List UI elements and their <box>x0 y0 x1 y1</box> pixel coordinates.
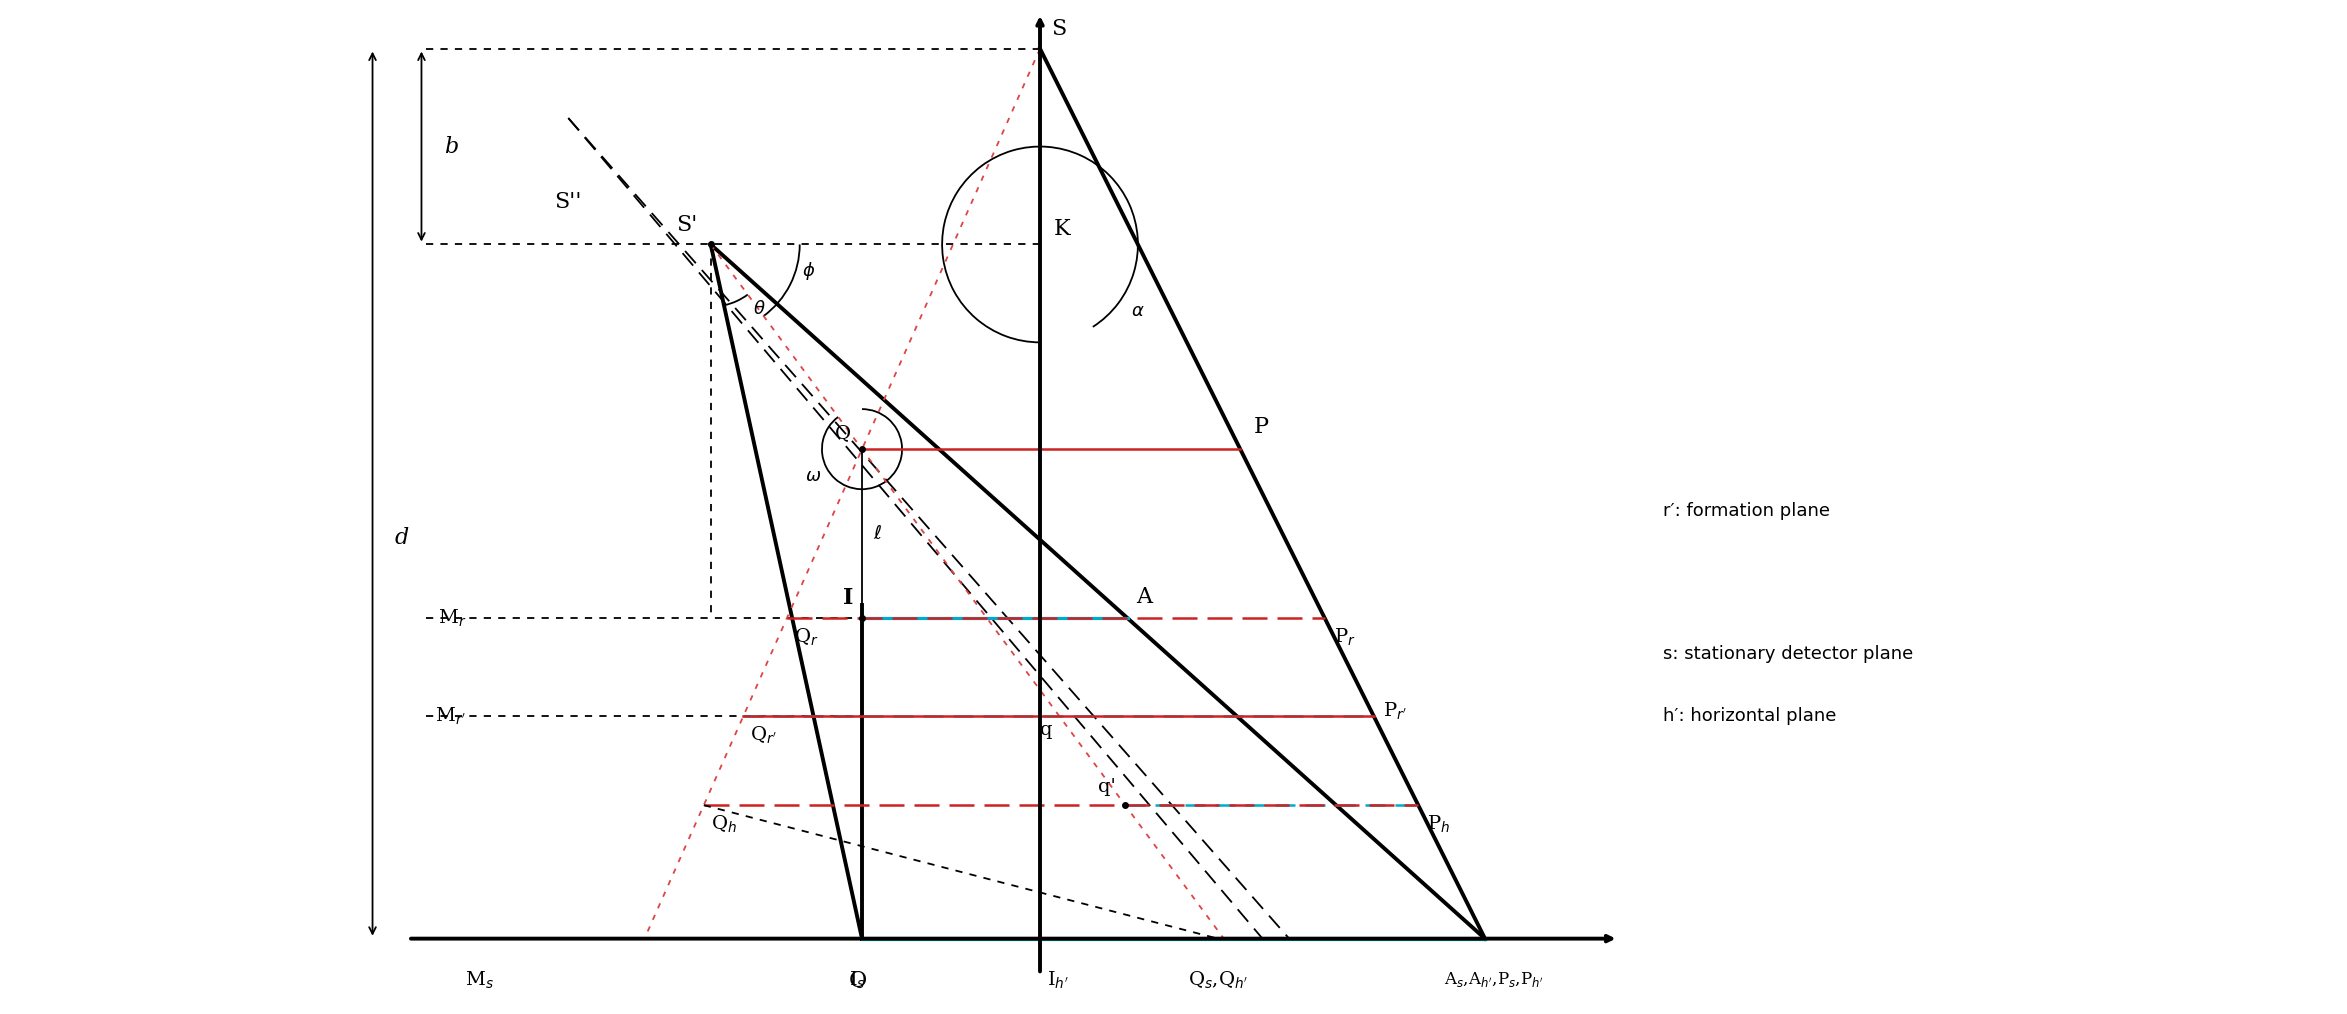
Text: P$_r$: P$_r$ <box>1333 627 1354 648</box>
Text: M$_{r'}$: M$_{r'}$ <box>434 706 467 727</box>
Text: Q$_r$: Q$_r$ <box>793 627 819 648</box>
Text: P$_h$: P$_h$ <box>1427 814 1450 836</box>
Text: $\theta$: $\theta$ <box>753 299 765 317</box>
Text: $\alpha$: $\alpha$ <box>1131 302 1145 320</box>
Text: S: S <box>1051 18 1066 40</box>
Text: q: q <box>1040 721 1051 738</box>
Text: A$_s$,A$_{h'}$,P$_s$,P$_{h'}$: A$_s$,A$_{h'}$,P$_s$,P$_{h'}$ <box>1443 969 1544 989</box>
Text: b: b <box>444 136 458 157</box>
Text: s: stationary detector plane: s: stationary detector plane <box>1664 645 1913 663</box>
Text: $\omega$: $\omega$ <box>805 466 821 485</box>
Text: Q$_{r'}$: Q$_{r'}$ <box>751 725 777 746</box>
Text: Q$_h$: Q$_h$ <box>711 814 737 836</box>
Text: r′: formation plane: r′: formation plane <box>1664 503 1831 520</box>
Text: I: I <box>843 587 852 609</box>
Text: O: O <box>847 969 866 992</box>
Text: I$_s$: I$_s$ <box>850 969 866 991</box>
Text: d: d <box>394 527 408 550</box>
Text: h′: horizontal plane: h′: horizontal plane <box>1664 707 1835 725</box>
Text: M$_s$: M$_s$ <box>465 969 493 991</box>
Text: K: K <box>1054 218 1070 240</box>
Text: $\ell$: $\ell$ <box>873 524 882 544</box>
Text: M$_r$: M$_r$ <box>437 607 467 629</box>
Text: $\phi$: $\phi$ <box>803 261 814 282</box>
Text: S': S' <box>676 214 697 235</box>
Text: I$_{h'}$: I$_{h'}$ <box>1047 969 1068 991</box>
Text: P$_{r'}$: P$_{r'}$ <box>1382 701 1406 722</box>
Text: q': q' <box>1098 778 1117 796</box>
Text: P: P <box>1253 417 1270 438</box>
Text: Q: Q <box>836 424 852 442</box>
Text: Q$_s$,Q$_{h'}$: Q$_s$,Q$_{h'}$ <box>1188 969 1249 991</box>
Text: A: A <box>1136 585 1152 607</box>
Text: S'': S'' <box>554 191 582 213</box>
